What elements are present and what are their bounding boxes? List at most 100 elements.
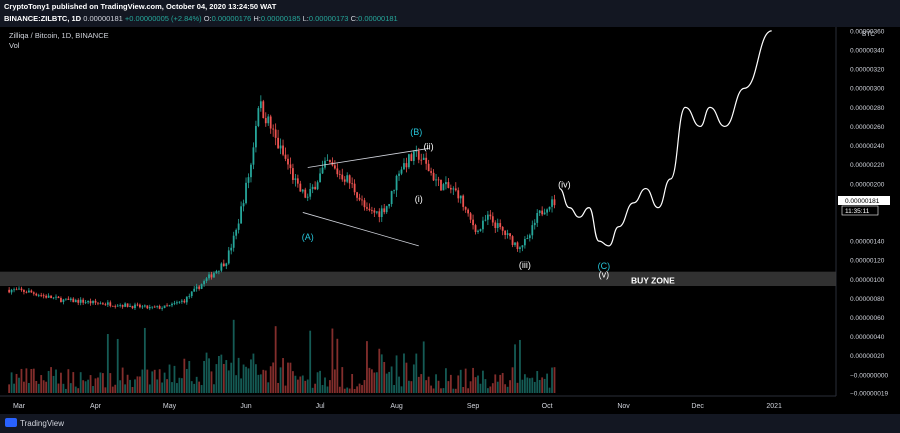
volume-bar xyxy=(405,362,408,393)
candle-body xyxy=(277,137,280,149)
candle-body xyxy=(457,190,460,199)
candle-body xyxy=(64,298,67,300)
candle-body xyxy=(489,214,492,217)
volume-bar xyxy=(543,378,546,393)
volume-bar xyxy=(548,387,551,393)
price-tick-label: 0.00000260 xyxy=(850,124,885,131)
volume-bar xyxy=(477,375,479,393)
volume-bar xyxy=(272,362,275,393)
price-tick-label: 0.00000140 xyxy=(850,239,885,246)
chart-header: CryptoTony1 published on TradingView.com… xyxy=(0,0,900,27)
volume-bar xyxy=(119,380,122,393)
volume-bar xyxy=(264,370,267,393)
candle-body xyxy=(267,116,270,124)
candle-body xyxy=(375,211,378,213)
volume-bar xyxy=(449,374,452,393)
volume-bar xyxy=(148,384,151,393)
candle-body xyxy=(116,305,119,307)
symbol-name[interactable]: BINANCE:ZILBTC, 1D xyxy=(4,14,82,23)
candle-body xyxy=(121,305,124,307)
candle-body xyxy=(496,223,499,229)
volume-bar xyxy=(321,385,324,393)
buy-zone-label: BUY ZONE xyxy=(631,276,675,286)
volume-bar xyxy=(97,377,99,393)
price-chart[interactable]: BUY ZONE (A) (B)(ii) (i) (iii) (iv) (C)(v) 0.… xyxy=(0,27,900,414)
volume-bar xyxy=(20,368,23,393)
candle-body xyxy=(346,175,349,182)
volume-bar xyxy=(190,381,193,393)
volume-bar xyxy=(306,379,309,393)
candle-body xyxy=(40,295,43,297)
volume-bar xyxy=(536,371,539,393)
candle-body xyxy=(47,295,50,298)
candle-body xyxy=(52,297,55,299)
volume-bar xyxy=(111,386,114,393)
candle-body xyxy=(77,300,80,303)
volume-bar xyxy=(415,353,418,393)
volume-bar xyxy=(462,386,465,393)
volume-bar xyxy=(250,359,252,393)
candle-body xyxy=(447,182,450,188)
brand-name: TradingView xyxy=(20,419,65,428)
candle-body xyxy=(289,164,292,169)
volume-bar xyxy=(72,372,75,393)
volume-bar xyxy=(269,366,272,393)
candle-body xyxy=(193,288,196,292)
volume-bar xyxy=(356,386,358,393)
volume-bar xyxy=(375,372,378,393)
volume-bar xyxy=(126,374,129,393)
candle-body xyxy=(299,183,302,192)
candle-body xyxy=(472,219,474,226)
candle-body xyxy=(168,305,171,307)
candle-body xyxy=(528,235,531,238)
candle-body xyxy=(459,195,462,199)
volume-bar xyxy=(287,362,289,393)
volume-bar xyxy=(195,376,198,393)
candle-body xyxy=(541,210,544,215)
candle-body xyxy=(440,179,442,191)
volume-bar xyxy=(50,367,52,393)
volume-bar xyxy=(380,354,383,393)
candle-body xyxy=(279,145,282,149)
volume-bar xyxy=(166,379,168,393)
candle-body xyxy=(217,270,220,272)
candle-body xyxy=(437,179,440,181)
volume-bar xyxy=(156,379,159,393)
volume-bar xyxy=(311,387,314,393)
candle-body xyxy=(69,298,72,300)
candle-body xyxy=(370,210,373,211)
trendline xyxy=(302,212,419,247)
volume-bar xyxy=(129,379,131,393)
candle-body xyxy=(151,306,154,308)
candle-body xyxy=(353,183,356,193)
wave-label: (A) xyxy=(302,232,314,242)
candle-body xyxy=(304,189,307,198)
volume-legend: Vol xyxy=(9,41,20,50)
wave-label: (iv) xyxy=(558,180,571,190)
price-tick-label: 0.00000240 xyxy=(850,143,885,150)
wave-label: (v) xyxy=(599,269,610,279)
candle-body xyxy=(242,203,245,207)
volume-bar xyxy=(185,368,188,393)
candle-body xyxy=(146,305,149,309)
candle-body xyxy=(131,305,134,309)
high-value: 0.00000185 xyxy=(260,14,301,23)
candle-body xyxy=(516,242,519,249)
candle-body xyxy=(235,229,238,236)
volume-bar xyxy=(541,377,544,393)
candle-body xyxy=(264,118,267,124)
volume-bar xyxy=(420,374,423,393)
volume-bar xyxy=(489,386,492,393)
candle-body xyxy=(18,288,20,290)
volume-bar xyxy=(141,369,144,393)
volume-bar xyxy=(464,368,467,393)
volume-bar xyxy=(294,375,297,393)
volume-bar xyxy=(277,382,280,393)
candle-body xyxy=(464,206,467,210)
candle-body xyxy=(314,186,317,190)
volume-bar xyxy=(523,374,526,393)
candle-body xyxy=(506,233,509,236)
candle-body xyxy=(139,304,141,308)
tradingview-logo[interactable]: TradingView xyxy=(5,418,64,428)
candle-body xyxy=(173,303,176,305)
